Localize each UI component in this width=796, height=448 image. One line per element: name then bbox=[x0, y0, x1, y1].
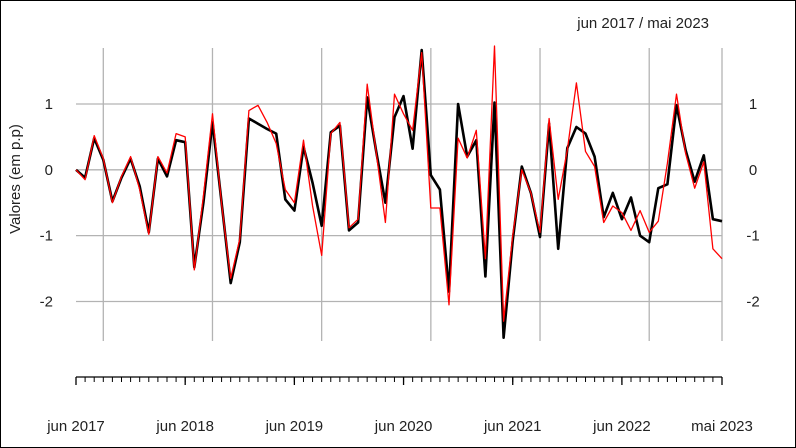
y-tick-label-right: -1 bbox=[746, 228, 759, 245]
x-tick-label: jun 2017 bbox=[46, 418, 105, 435]
x-tick-label: mai 2023 bbox=[691, 418, 753, 435]
axes: -2 -2 -1 -1 0 0 1 1 jun 2017 jun 2018 jun 2019 jun … bbox=[40, 96, 760, 435]
y-tick-label-left: 0 bbox=[45, 162, 53, 179]
period-label: jun 2017 / mai 2023 bbox=[576, 15, 709, 32]
y-tick-label-right: 0 bbox=[749, 162, 757, 179]
x-tick-label: jun 2020 bbox=[374, 418, 433, 435]
x-tick-label: jun 2018 bbox=[155, 418, 214, 435]
y-tick-label-left: -1 bbox=[40, 228, 53, 245]
y-tick-label-left: 1 bbox=[45, 96, 53, 113]
x-tick-label: jun 2019 bbox=[265, 418, 324, 435]
x-tick-label: jun 2021 bbox=[483, 418, 542, 435]
y-tick-label-right: -2 bbox=[746, 293, 759, 310]
series-line-black bbox=[75, 48, 723, 340]
series-line-red bbox=[75, 45, 723, 322]
y-tick-label-left: -2 bbox=[40, 293, 53, 310]
y-tick-label-right: 1 bbox=[749, 96, 757, 113]
grid bbox=[76, 48, 723, 341]
series-layer bbox=[75, 45, 723, 340]
x-tick-label: jun 2022 bbox=[592, 418, 651, 435]
y-axis-label: Valores (em p.p) bbox=[7, 124, 24, 234]
